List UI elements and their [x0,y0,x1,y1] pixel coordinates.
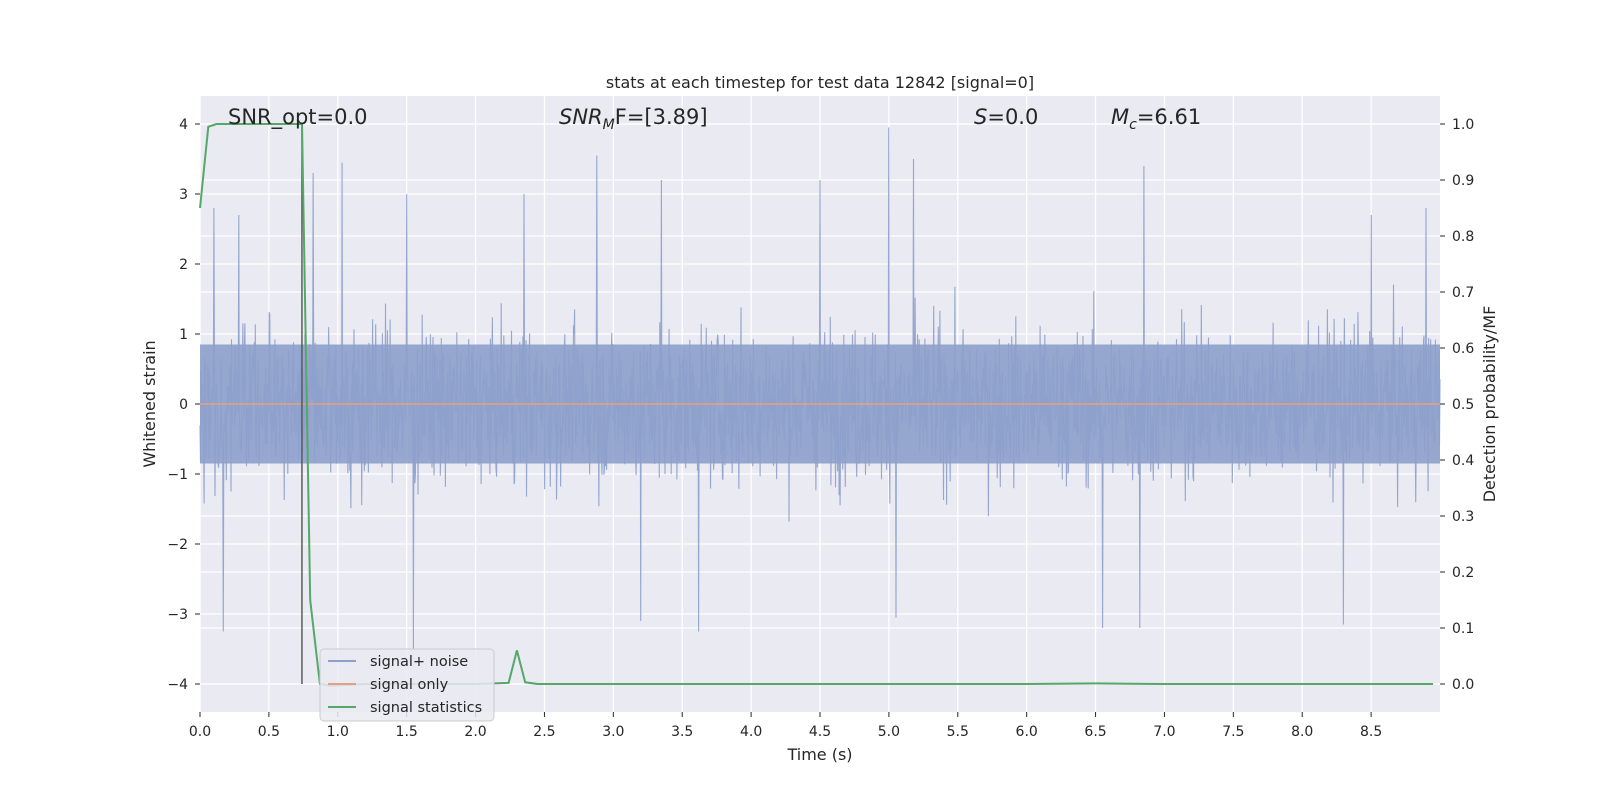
y-ticks-left: 4 3 2 1 0 −1 −2 −3 −4 [167,117,200,693]
yr-tick-label-0: 1.0 [1452,117,1474,133]
x-tick-label-9: 4.5 [809,724,831,740]
yr-tick-label-4: 0.6 [1452,341,1474,357]
x-tick-label-15: 7.5 [1222,724,1244,740]
yr-tick-label-9: 0.1 [1452,621,1474,637]
y-axis-label-left: Whitened strain [140,340,159,467]
x-axis-label: Time (s) [786,745,852,764]
x-tick-label-14: 7.0 [1153,724,1175,740]
x-tick-label-12: 6.0 [1016,724,1038,740]
annotation-mc: Mc=6.61 [1111,105,1201,133]
x-tick-label-10: 5.0 [878,724,900,740]
x-tick-label-2: 1.0 [327,724,349,740]
x-tick-label-17: 8.5 [1360,724,1382,740]
x-tick-label-0: 0.0 [189,724,211,740]
legend-label-signal-only: signal only [370,677,449,693]
x-tick-label-4: 2.0 [464,724,486,740]
yl-tick-label-5: −1 [167,467,188,483]
x-tick-label-11: 5.5 [947,724,969,740]
x-ticks: 0.0 0.5 1.0 1.5 2.0 2.5 3.0 3.5 4.0 4.5 5.0 5.5 6.0 6… [189,712,1382,740]
annotation-snr-mf-rest: F=[3.89] [615,105,708,129]
yr-tick-label-2: 0.8 [1452,229,1474,245]
yr-tick-label-3: 0.7 [1452,285,1474,301]
yl-tick-label-7: −3 [167,607,188,623]
yl-tick-label-1: 3 [179,187,188,203]
yr-tick-label-7: 0.3 [1452,509,1474,525]
yl-tick-label-0: 4 [179,117,188,133]
yr-tick-label-10: 0.0 [1452,677,1474,693]
x-tick-label-7: 3.5 [671,724,693,740]
yl-tick-label-3: 1 [179,327,188,343]
yr-tick-label-8: 0.2 [1452,565,1474,581]
yl-tick-label-8: −4 [167,677,188,693]
legend-label-signal-statistics: signal statistics [370,700,482,716]
annotation-mc-rest: =6.61 [1137,105,1201,129]
annotation-mc-sub: c [1129,117,1137,133]
yl-tick-label-6: −2 [167,537,188,553]
x-tick-label-13: 6.5 [1084,724,1106,740]
annotation-s: S=0.0 [974,105,1038,129]
x-tick-label-5: 2.5 [533,724,555,740]
x-tick-label-6: 3.0 [602,724,624,740]
yr-tick-label-5: 0.5 [1452,397,1474,413]
legend: signal+ noise signal only signal statist… [319,648,495,722]
annotation-snr-mf-sub: M [603,117,615,133]
y-axis-label-right: Detection probability/MF [1480,306,1499,503]
legend-frame [319,648,495,722]
chart-title: stats at each timestep for test data 128… [606,73,1034,92]
x-tick-label-16: 8.0 [1291,724,1313,740]
x-tick-label-1: 0.5 [258,724,280,740]
annotation-s-rest: =0.0 [987,105,1038,129]
annotation-snr-opt: SNR_opt=0.0 [228,105,368,130]
y-ticks-right: 1.0 0.9 0.8 0.7 0.6 0.5 0.4 0.3 0.2 0.1 0.0 [1440,117,1474,693]
yl-tick-label-4: 0 [179,397,188,413]
legend-label-signal-noise: signal+ noise [370,654,468,670]
yr-tick-label-1: 0.9 [1452,173,1474,189]
yl-tick-label-2: 2 [179,257,188,273]
yr-tick-label-6: 0.4 [1452,453,1474,469]
x-tick-label-8: 4.0 [740,724,762,740]
annotation-s-var: S [974,105,987,129]
x-tick-label-3: 1.5 [396,724,418,740]
annotation-snr-mf: SNRMF=[3.89] [559,105,708,133]
annotation-snr-mf-base: SNR [559,105,603,129]
annotation-mc-var: M [1111,105,1129,129]
